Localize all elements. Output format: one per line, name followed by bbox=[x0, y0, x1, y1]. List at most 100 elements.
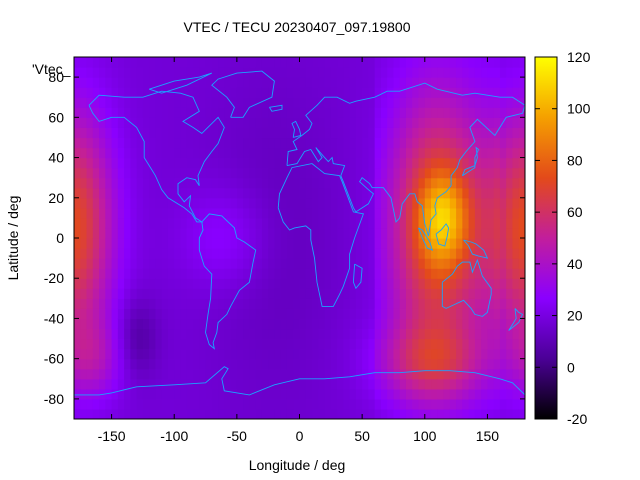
heatmap-cell bbox=[324, 147, 332, 159]
heatmap-cell bbox=[167, 288, 175, 299]
heatmap-cell bbox=[136, 298, 144, 309]
heatmap-cell bbox=[318, 308, 326, 320]
heatmap-cell bbox=[399, 137, 407, 149]
heatmap-cell bbox=[155, 227, 163, 239]
heatmap-cell bbox=[230, 378, 238, 390]
heatmap-cell bbox=[487, 338, 495, 350]
heatmap-cell bbox=[74, 147, 81, 159]
heatmap-cell bbox=[349, 217, 357, 229]
heatmap-cell bbox=[405, 388, 413, 400]
heatmap-cell bbox=[362, 217, 369, 229]
heatmap-cell bbox=[437, 338, 445, 350]
heatmap-cell bbox=[124, 238, 131, 249]
heatmap-cell bbox=[405, 127, 413, 139]
heatmap-cell bbox=[167, 227, 175, 239]
heatmap-cell bbox=[443, 97, 451, 108]
heatmap-cell bbox=[193, 227, 200, 239]
heatmap-cell bbox=[412, 227, 420, 239]
heatmap-cell bbox=[255, 408, 263, 419]
heatmap-cell bbox=[374, 278, 382, 289]
heatmap-cell bbox=[193, 207, 200, 219]
heatmap-cell bbox=[362, 97, 369, 108]
heatmap-cell bbox=[224, 107, 232, 118]
heatmap-cell bbox=[261, 187, 269, 199]
heatmap-cell bbox=[180, 408, 188, 419]
heatmap-cell bbox=[155, 248, 163, 259]
heatmap-cell bbox=[193, 57, 200, 68]
heatmap-cell bbox=[92, 87, 100, 98]
heatmap-cell bbox=[481, 258, 489, 269]
heatmap-cell bbox=[412, 207, 420, 219]
colorbar-tick-label: 0 bbox=[567, 359, 575, 375]
heatmap-cell bbox=[506, 97, 514, 108]
heatmap-cell bbox=[117, 127, 125, 139]
heatmap-cell bbox=[337, 57, 344, 68]
heatmap-cell bbox=[312, 127, 319, 139]
heatmap-cell bbox=[387, 328, 395, 340]
heatmap-cell bbox=[481, 97, 489, 108]
heatmap-cell bbox=[243, 117, 250, 128]
heatmap-cell bbox=[299, 107, 307, 118]
heatmap-cell bbox=[174, 117, 182, 128]
heatmap-cell bbox=[368, 308, 376, 320]
heatmap-cell bbox=[124, 318, 131, 330]
heatmap-cell bbox=[318, 338, 326, 350]
coastline-antarctica bbox=[74, 366, 525, 396]
heatmap-cell bbox=[387, 167, 395, 179]
heatmap-cell bbox=[299, 147, 307, 159]
heatmap-cell bbox=[456, 137, 463, 149]
heatmap-cell bbox=[293, 137, 301, 149]
heatmap-cell bbox=[368, 368, 376, 380]
heatmap-cell bbox=[180, 227, 188, 239]
heatmap-cell bbox=[111, 187, 119, 199]
heatmap-cell bbox=[205, 298, 213, 309]
heatmap-cell bbox=[499, 147, 507, 159]
heatmap-cell bbox=[418, 248, 426, 259]
heatmap-cell bbox=[399, 127, 407, 139]
heatmap-cell bbox=[474, 157, 482, 169]
heatmap-cell bbox=[493, 288, 501, 299]
heatmap-cell bbox=[468, 107, 476, 118]
heatmap-cell bbox=[224, 187, 232, 199]
heatmap-cell bbox=[261, 388, 269, 400]
heatmap-cell bbox=[255, 207, 263, 219]
heatmap-cell bbox=[124, 298, 131, 309]
heatmap-cell bbox=[280, 368, 288, 380]
heatmap-cell bbox=[243, 127, 250, 139]
heatmap-cell bbox=[180, 288, 188, 299]
heatmap-cell bbox=[299, 378, 307, 390]
heatmap-cell bbox=[193, 238, 200, 249]
heatmap-cell bbox=[199, 388, 207, 400]
heatmap-cell bbox=[343, 398, 351, 410]
heatmap-cell bbox=[230, 127, 238, 139]
heatmap-cell bbox=[199, 398, 207, 410]
heatmap-cell bbox=[243, 217, 250, 229]
heatmap-cell bbox=[412, 157, 420, 169]
heatmap-cell bbox=[474, 117, 482, 128]
heatmap-cell bbox=[343, 127, 351, 139]
heatmap-cell bbox=[437, 57, 445, 68]
heatmap-cell bbox=[456, 298, 463, 309]
heatmap-cell bbox=[224, 147, 232, 159]
heatmap-cell bbox=[462, 388, 470, 400]
heatmap-cell bbox=[481, 157, 489, 169]
heatmap-cell bbox=[224, 137, 232, 149]
heatmap-cell bbox=[299, 177, 307, 189]
heatmap-cell bbox=[105, 258, 113, 269]
heatmap-cell bbox=[161, 408, 169, 419]
heatmap-cell bbox=[349, 308, 357, 320]
heatmap-cell bbox=[399, 298, 407, 309]
heatmap-cell bbox=[193, 117, 200, 128]
heatmap-cell bbox=[355, 248, 363, 259]
heatmap-cell bbox=[380, 147, 388, 159]
heatmap-cell bbox=[299, 187, 307, 199]
heatmap-cell bbox=[456, 378, 463, 390]
heatmap-cell bbox=[293, 227, 301, 239]
heatmap-cell bbox=[412, 137, 420, 149]
heatmap-cell bbox=[86, 167, 94, 179]
heatmap-cell bbox=[286, 258, 294, 269]
heatmap-cell bbox=[474, 197, 482, 209]
heatmap-cell bbox=[155, 187, 163, 199]
heatmap-cell bbox=[506, 187, 514, 199]
heatmap-cell bbox=[493, 227, 501, 239]
